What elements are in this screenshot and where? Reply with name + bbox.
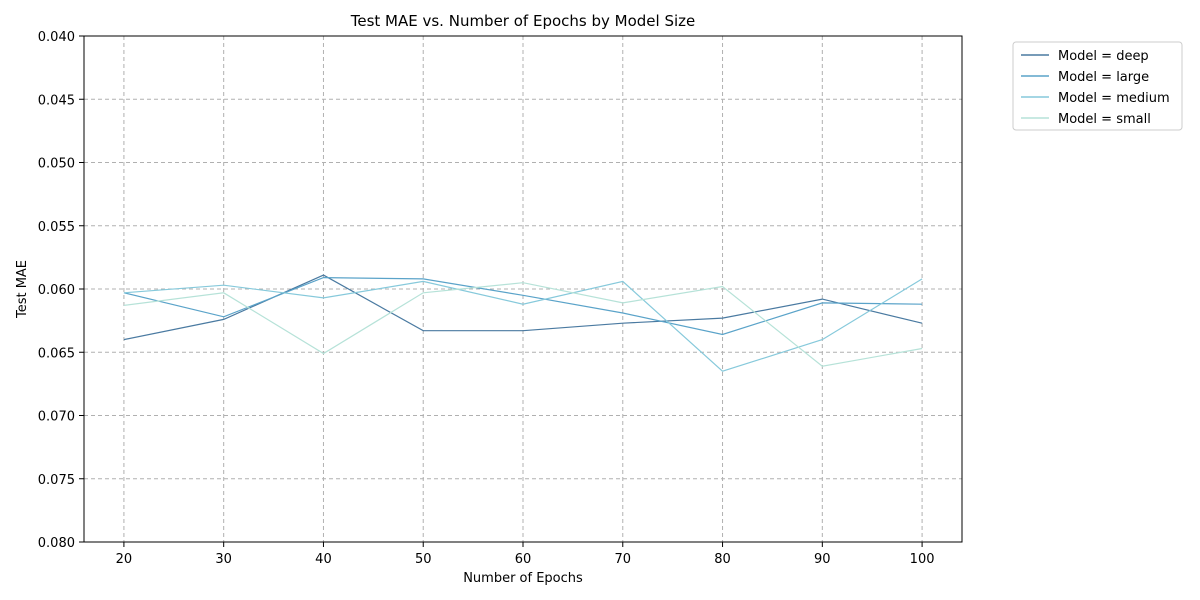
legend-frame [1012,41,1183,131]
legend: Model = deep Model = large Model = medium M… [1012,41,1183,131]
x-tick-label: 30 [215,552,232,567]
legend-label: Model = medium [1058,91,1170,106]
series-line-modellarge [123,276,923,336]
y-tick-label: 0.040 [38,30,75,45]
x-tick-label: 70 [614,552,631,567]
y-axis: 0.040 0.045 0.050 0.055 0.060 0.065 0.070 0.075… [38,30,84,551]
x-tick-label: 80 [714,552,731,567]
x-tick-label: 60 [515,552,532,567]
x-tick-label: 100 [910,552,935,567]
y-tick-label: 0.070 [38,410,75,425]
series-line-modelsmall [123,282,923,367]
y-tick-label: 0.050 [38,157,75,172]
x-tick-label: 40 [315,552,332,567]
chart-title: Test MAE vs. Number of Epochs by Model S… [350,12,696,30]
x-tick-label: 90 [814,552,831,567]
x-axis-label: Number of Epochs [463,571,583,586]
y-tick-label: 0.080 [38,536,75,551]
legend-label: Model = large [1058,70,1149,85]
x-tick-label: 50 [415,552,432,567]
series-line-modeldeep [123,274,923,341]
grid [84,35,962,543]
y-tick-label: 0.065 [38,346,75,361]
legend-label: Model = small [1058,112,1151,127]
series-line-modelmedium [123,278,923,372]
y-axis-label: Test MAE [15,260,30,319]
x-axis: 20 30 40 50 60 70 80 90 100 [116,542,935,567]
y-tick-label: 0.060 [38,283,75,298]
y-tick-label: 0.045 [38,93,75,108]
y-tick-label: 0.055 [38,220,75,235]
x-tick-label: 20 [116,552,133,567]
legend-label: Model = deep [1058,49,1149,64]
series-lines [123,274,923,372]
y-tick-label: 0.075 [38,473,75,488]
